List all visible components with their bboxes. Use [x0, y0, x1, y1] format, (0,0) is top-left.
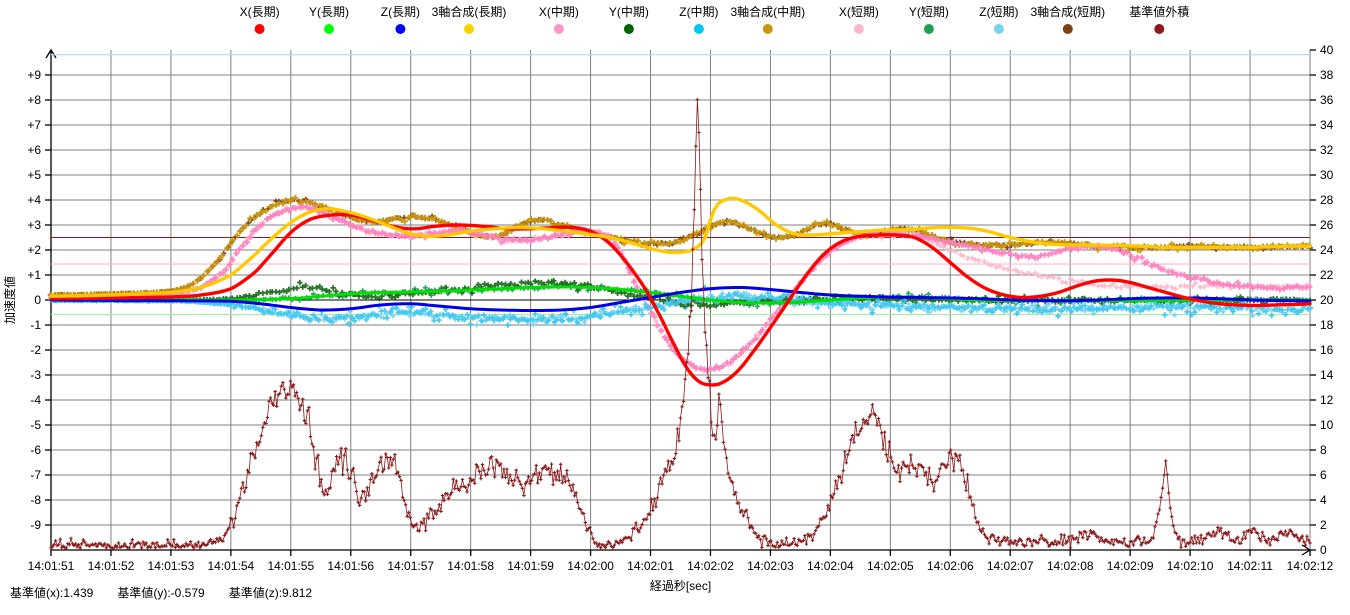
svg-text:0: 0 [34, 293, 41, 307]
svg-text:16: 16 [1320, 343, 1334, 357]
svg-text:14: 14 [1320, 368, 1334, 382]
svg-text:14:02:09: 14:02:09 [1107, 559, 1154, 573]
svg-text:-9: -9 [30, 518, 41, 532]
svg-text:Z(短期): Z(短期) [979, 5, 1018, 19]
svg-text:経過秒[sec]: 経過秒[sec] [650, 579, 711, 593]
svg-text:14:02:03: 14:02:03 [747, 559, 794, 573]
svg-text:14:02:00: 14:02:00 [567, 559, 614, 573]
svg-text:-3: -3 [30, 368, 41, 382]
svg-text:-5: -5 [30, 418, 41, 432]
svg-text:26: 26 [1320, 218, 1334, 232]
svg-text:30: 30 [1320, 168, 1334, 182]
svg-text:14:01:58: 14:01:58 [447, 559, 494, 573]
svg-text:14:02:12: 14:02:12 [1287, 559, 1334, 573]
svg-text:+1: +1 [27, 268, 41, 282]
svg-text:14:01:52: 14:01:52 [88, 559, 135, 573]
svg-text:-2: -2 [30, 343, 41, 357]
svg-text:14:01:57: 14:01:57 [387, 559, 434, 573]
svg-text:Y(短期): Y(短期) [909, 5, 949, 19]
svg-text:14:02:06: 14:02:06 [927, 559, 974, 573]
svg-text:+2: +2 [27, 243, 41, 257]
svg-text:10: 10 [1320, 418, 1334, 432]
svg-text:+3: +3 [27, 218, 41, 232]
svg-text:14:01:54: 14:01:54 [207, 559, 254, 573]
svg-text:+6: +6 [27, 143, 41, 157]
svg-text:-6: -6 [30, 443, 41, 457]
svg-text:14:01:56: 14:01:56 [327, 559, 374, 573]
svg-text:34: 34 [1320, 118, 1334, 132]
svg-text:4: 4 [1320, 493, 1327, 507]
svg-text:36: 36 [1320, 93, 1334, 107]
svg-text:Y(長期): Y(長期) [309, 5, 349, 19]
svg-text:14:02:05: 14:02:05 [867, 559, 914, 573]
svg-text:Z(長期): Z(長期) [381, 5, 420, 19]
svg-text:32: 32 [1320, 143, 1334, 157]
svg-text:3軸合成(長期): 3軸合成(長期) [432, 4, 507, 19]
svg-text:-7: -7 [30, 468, 41, 482]
svg-text:40: 40 [1320, 43, 1334, 57]
svg-text:14:01:51: 14:01:51 [28, 559, 75, 573]
svg-text:18: 18 [1320, 318, 1334, 332]
svg-text:3軸合成(短期): 3軸合成(短期) [1030, 4, 1105, 19]
svg-text:38: 38 [1320, 68, 1334, 82]
svg-text:X(中期): X(中期) [539, 4, 579, 19]
svg-text:-8: -8 [30, 493, 41, 507]
svg-text:22: 22 [1320, 268, 1334, 282]
svg-text:14:02:11: 14:02:11 [1227, 559, 1273, 573]
svg-text:14:01:53: 14:01:53 [148, 559, 195, 573]
svg-text:12: 12 [1320, 393, 1334, 407]
svg-text:14:01:55: 14:01:55 [267, 559, 314, 573]
svg-text:14:02:01: 14:02:01 [627, 559, 674, 573]
svg-text:Y(中期): Y(中期) [609, 4, 649, 19]
svg-text:14:01:59: 14:01:59 [507, 559, 554, 573]
svg-text:14:02:10: 14:02:10 [1167, 559, 1214, 573]
svg-text:28: 28 [1320, 193, 1334, 207]
svg-text:24: 24 [1320, 243, 1334, 257]
svg-text:+8: +8 [27, 93, 41, 107]
svg-text:3軸合成(中期): 3軸合成(中期) [730, 4, 805, 19]
svg-text:基準値(x):1.439 基準値(y):-0.579 基: 基準値(x):1.439 基準値(y):-0.579 基準値(z):9.812 [10, 585, 312, 600]
svg-text:+9: +9 [27, 68, 41, 82]
svg-text:+5: +5 [27, 168, 41, 182]
svg-text:+4: +4 [27, 193, 41, 207]
svg-text:+7: +7 [27, 118, 41, 132]
svg-text:-4: -4 [30, 393, 41, 407]
svg-text:X(長期): X(長期) [240, 5, 280, 19]
svg-text:14:02:08: 14:02:08 [1047, 559, 1094, 573]
svg-text:6: 6 [1320, 468, 1327, 482]
svg-text:加速度値: 加速度値 [2, 276, 17, 324]
svg-text:14:02:02: 14:02:02 [687, 559, 734, 573]
svg-text:8: 8 [1320, 443, 1327, 457]
svg-text:0: 0 [1320, 543, 1327, 557]
svg-text:-1: -1 [30, 318, 41, 332]
svg-text:Z(中期): Z(中期) [679, 4, 718, 19]
svg-text:X(短期): X(短期) [839, 5, 879, 19]
svg-text:20: 20 [1320, 293, 1334, 307]
svg-text:14:02:07: 14:02:07 [987, 559, 1034, 573]
svg-text:2: 2 [1320, 518, 1327, 532]
svg-text:14:02:04: 14:02:04 [807, 559, 854, 573]
svg-text:基準値外積: 基準値外積 [1129, 4, 1189, 19]
